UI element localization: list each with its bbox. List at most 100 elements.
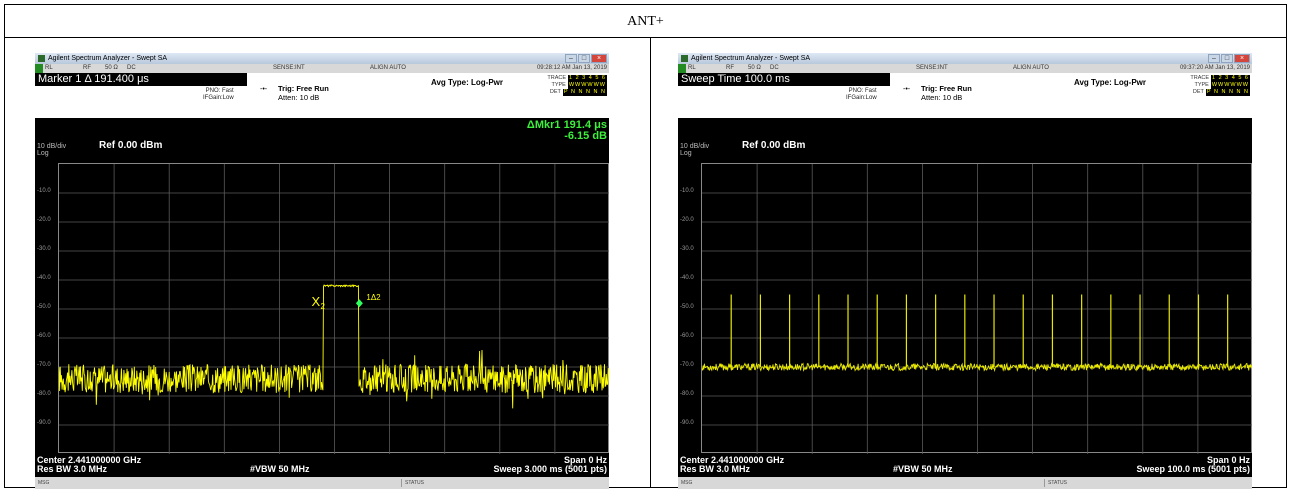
active-function-readout[interactable]: Sweep Time 100.0 ms [678,73,890,86]
res-bw: Res BW 3.0 MHz [680,464,751,474]
trace-nums: 1 2 3 4 5 6 [1211,75,1250,82]
coupling-label: DC [770,65,779,71]
y-tick-label: -20.0 [37,217,51,223]
avg-type-label: Avg Type: Log-Pwr [431,78,503,87]
delta-marker-icon [355,299,363,308]
msg-label: MSG [681,480,693,486]
marker-x-label: X [311,294,320,309]
impedance-label: 50 Ω [105,65,118,71]
res-bw: Res BW 3.0 MHz [37,464,108,474]
pno-label: PNO: Fast [205,88,234,94]
span: Span 0 Hz [563,455,607,465]
y-tick-label: -10.0 [680,188,694,194]
y-tick-label: -80.0 [37,391,51,397]
log-label: Log [680,150,692,157]
rf-label: RF [726,65,734,71]
close-button[interactable]: × [591,54,607,63]
maximize-button[interactable]: □ [578,54,590,63]
datetime-label: 09:28:12 AM Jan 13, 2019 [536,65,607,71]
trace-line [59,284,609,409]
settings-panel: Marker 1 Δ 191.400 μs PNO: Fast IFGain:Lo… [35,73,609,118]
rl-label: RL [45,65,53,71]
instrument-status-row: RL RF 50 Ω DC SENSE:INT ALIGN AUTO 09:37… [678,64,1252,73]
right-cell: Agilent Spectrum Analyzer - Swept SA – □… [651,38,1286,489]
avg-type-label: Avg Type: Log-Pwr [1074,78,1146,87]
y-tick-label: -70.0 [37,362,51,368]
y-tick-label: -90.0 [680,420,694,426]
y-tick-label: -10.0 [37,188,51,194]
y-tick-label: -80.0 [680,391,694,397]
y-tick-label: -40.0 [37,275,51,281]
marker-delta-time: ΔMkr1 191.4 μs [526,119,607,131]
y-tick-label: -60.0 [680,333,694,339]
det-label: DET [549,89,561,95]
instrument-status-row: RL RF 50 Ω DC SENSE:INT ALIGN AUTO 09:28… [35,64,609,73]
active-function-readout[interactable]: Marker 1 Δ 191.400 μs [35,73,247,86]
window-titlebar[interactable]: Agilent Spectrum Analyzer - Swept SA – □… [678,53,1252,64]
ref-level: Ref 0.00 dBm [742,140,806,151]
msg-label: MSG [38,480,50,486]
trigger-atten-label: Trig: Free Run Atten: 10 dB [278,84,329,102]
close-button[interactable]: × [1234,54,1250,63]
window-controls: – □ × [565,54,607,63]
message-bar: MSG STATUS [678,477,1252,489]
trace-nums: 1 2 3 4 5 6 [568,75,607,82]
ref-level: Ref 0.00 dBm [99,140,163,151]
y-tick-label: -40.0 [680,275,694,281]
delta-marker-label: 1Δ2 [366,293,381,302]
message-bar: MSG STATUS [35,477,609,489]
trace-indicator: TRACE 1 2 3 4 5 6 TYPE WWWWWW DET P N N N N… [1178,75,1250,96]
marker-delta-level: -6.15 dB [564,130,607,142]
sense-label: SENSE:INT [273,65,305,71]
maximize-button[interactable]: □ [1221,54,1233,63]
spectrum-analyzer-window: Agilent Spectrum Analyzer - Swept SA – □… [678,53,1252,489]
window-titlebar[interactable]: Agilent Spectrum Analyzer - Swept SA – □… [35,53,609,64]
trace-graticule[interactable] [701,163,1252,454]
left-cell: Agilent Spectrum Analyzer - Swept SA – □… [5,38,651,489]
status-label: STATUS [401,479,575,487]
minimize-button[interactable]: – [1208,54,1220,63]
center-freq: Center 2.441000000 GHz [37,455,142,465]
ifgain-label: IFGain:Low [203,95,234,101]
rl-label: RL [688,65,696,71]
marker-x-subscript: 2 [320,302,325,311]
sweep: Sweep 100.0 ms (5001 pts) [1136,464,1250,474]
y-tick-label: -70.0 [680,362,694,368]
settings-panel: Sweep Time 100.0 ms PNO: Fast IFGain:Low … [678,73,1252,118]
datetime-label: 09:37:20 AM Jan 13, 2019 [1179,65,1250,71]
rl-indicator [35,64,43,73]
marker-delta-readout: ΔMkr1 191.4 μs -6.15 dB [527,120,607,142]
sense-label: SENSE:INT [916,65,948,71]
trigger-arrow-icon: -•- [903,86,911,93]
scale-label: 10 dB/div [680,143,710,150]
status-label: STATUS [1044,479,1218,487]
trace-plot [702,164,1252,454]
atten-label: Atten: 10 dB [278,93,320,102]
vbw: #VBW 50 MHz [893,464,953,474]
pno-label: PNO: Fast [848,88,877,94]
y-tick-label: -50.0 [37,304,51,310]
center-freq: Center 2.441000000 GHz [680,455,785,465]
type-label: TYPE [1194,82,1209,88]
report-table: ANT+ Agilent Spectrum Analyzer - Swept S… [4,4,1287,489]
y-tick-label: -60.0 [37,333,51,339]
atten-label: Atten: 10 dB [921,93,963,102]
trace-graticule[interactable]: X 2 1Δ2 [58,163,609,454]
scale-label: 10 dB/div [37,143,67,150]
app-title: Agilent Spectrum Analyzer - Swept SA [48,55,168,62]
window-controls: – □ × [1208,54,1250,63]
pno-ifgain-label: PNO: Fast IFGain:Low [203,88,234,102]
type-label: TYPE [551,82,566,88]
y-tick-label: -30.0 [680,246,694,252]
app-icon [38,55,45,62]
y-tick-label: -20.0 [680,217,694,223]
app-title: Agilent Spectrum Analyzer - Swept SA [691,55,811,62]
type-value: WWWWWW [567,82,607,89]
impedance-label: 50 Ω [748,65,761,71]
span: Span 0 Hz [1206,455,1250,465]
trace-label: TRACE [547,75,566,81]
type-value: WWWWWW [1210,82,1250,89]
minimize-button[interactable]: – [565,54,577,63]
y-tick-label: -90.0 [37,420,51,426]
det-value: P N N N N N [562,89,607,96]
